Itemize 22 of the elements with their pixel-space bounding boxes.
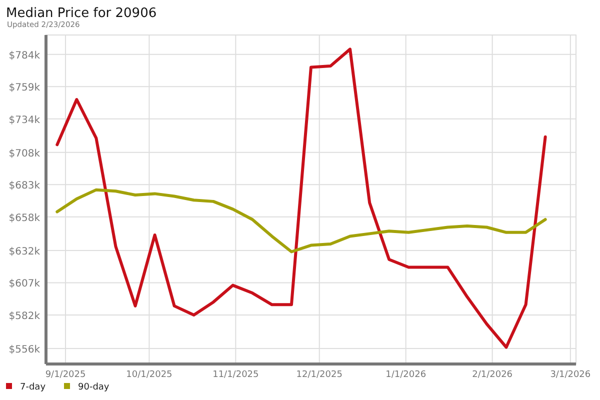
chart-title: Median Price for 20906	[6, 6, 157, 21]
y-tick-label: $632k	[8, 246, 40, 258]
y-tick-label: $582k	[8, 310, 40, 322]
y-tick-label: $658k	[8, 212, 40, 224]
x-tick-label: 9/1/2025	[45, 370, 86, 380]
line-series	[56, 188, 547, 254]
y-tick-label: $556k	[8, 344, 40, 356]
x-tick-label: 11/1/2025	[212, 370, 259, 380]
x-tick-label: 12/1/2025	[296, 370, 342, 380]
legend-label: 90-day	[78, 382, 110, 392]
x-tick-label: 2/1/2026	[472, 370, 513, 380]
y-tick-label: $734k	[8, 114, 40, 126]
y-tick-label: $683k	[8, 180, 40, 192]
y-tick-label: $607k	[8, 278, 40, 290]
y-tick-label: $708k	[8, 148, 40, 160]
y-tick-label: $759k	[8, 82, 40, 94]
x-tick-label: 10/1/2025	[126, 370, 172, 380]
y-tick-label: $784k	[8, 50, 40, 62]
legend-label: 7-day	[20, 382, 46, 392]
x-tick-label: 3/1/2026	[550, 370, 591, 380]
x-tick-label: 1/1/2026	[386, 370, 426, 380]
line-series	[56, 48, 547, 349]
